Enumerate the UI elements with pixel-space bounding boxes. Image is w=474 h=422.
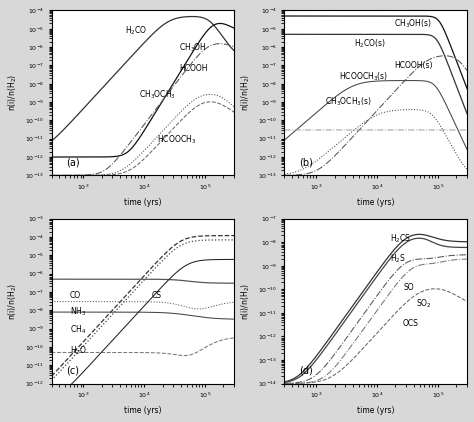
Text: CO: CO [70, 291, 81, 300]
Text: H$_2$O: H$_2$O [70, 345, 87, 357]
Y-axis label: n(i)/n(H$_2$): n(i)/n(H$_2$) [240, 283, 252, 320]
Text: (a): (a) [66, 157, 80, 168]
Text: HCOOCH$_3$(s): HCOOCH$_3$(s) [339, 71, 388, 83]
Text: H$_2$CO: H$_2$CO [125, 24, 147, 37]
Y-axis label: n(i)/n(H$_2$): n(i)/n(H$_2$) [7, 74, 19, 111]
Text: SO: SO [403, 283, 414, 292]
Text: CH$_3$OH(s): CH$_3$OH(s) [394, 18, 432, 30]
Text: H$_2$CS: H$_2$CS [390, 233, 411, 245]
Text: NH$_3$: NH$_3$ [70, 306, 86, 318]
Text: HCOOH(s): HCOOH(s) [394, 61, 432, 70]
Text: CH$_3$OCH$_3$(s): CH$_3$OCH$_3$(s) [325, 95, 372, 108]
Text: OCS: OCS [403, 319, 419, 328]
X-axis label: time (yrs): time (yrs) [124, 406, 162, 415]
Text: H$_2$CO(s): H$_2$CO(s) [354, 38, 386, 50]
X-axis label: time (yrs): time (yrs) [357, 198, 394, 207]
Text: HCOOH: HCOOH [179, 65, 208, 73]
Y-axis label: n(i)/n(H$_2$): n(i)/n(H$_2$) [7, 283, 19, 320]
Text: (d): (d) [299, 366, 313, 376]
X-axis label: time (yrs): time (yrs) [357, 406, 394, 415]
Y-axis label: n(i)/n(H$_2$): n(i)/n(H$_2$) [240, 74, 252, 111]
Text: CH$_3$OH: CH$_3$OH [179, 41, 207, 54]
Text: (b): (b) [299, 157, 313, 168]
X-axis label: time (yrs): time (yrs) [124, 198, 162, 207]
Text: (c): (c) [66, 366, 79, 376]
Text: HCOOCH$_3$: HCOOCH$_3$ [157, 133, 197, 146]
Text: CH$_3$OCH$_3$: CH$_3$OCH$_3$ [139, 89, 176, 101]
Text: H$_2$S: H$_2$S [390, 253, 406, 265]
Text: CS: CS [152, 291, 162, 300]
Text: SO$_2$: SO$_2$ [416, 297, 432, 310]
Text: CH$_4$: CH$_4$ [70, 323, 86, 336]
